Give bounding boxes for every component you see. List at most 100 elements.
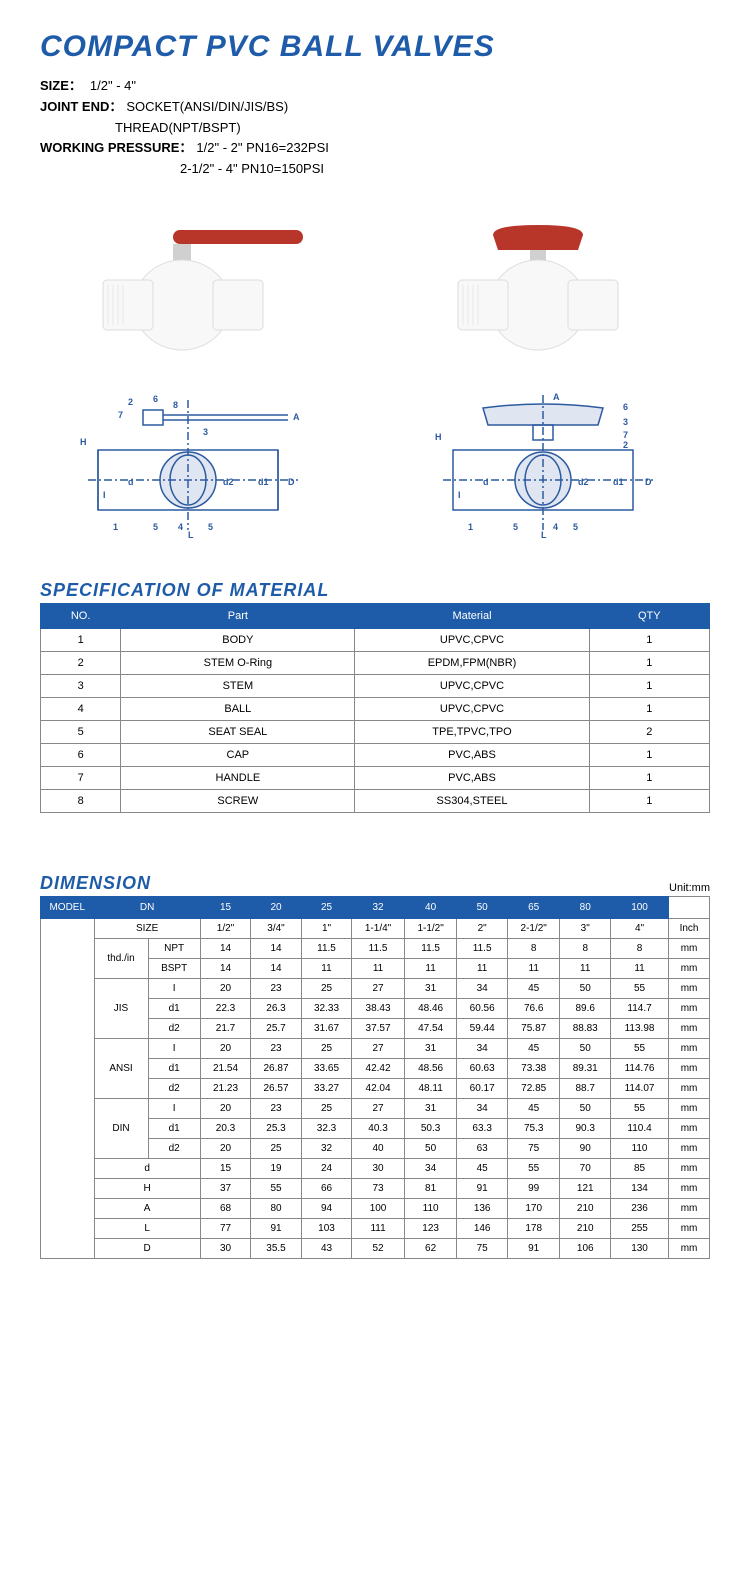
material-cell: 1 bbox=[41, 628, 121, 651]
svg-text:I: I bbox=[103, 490, 106, 500]
material-cell: 1 bbox=[589, 674, 709, 697]
material-row: 7HANDLEPVC,ABS1 bbox=[41, 766, 710, 789]
material-cell: 8 bbox=[41, 789, 121, 812]
material-row: 2STEM O-RingEPDM,FPM(NBR)1 bbox=[41, 651, 710, 674]
technical-diagrams: 268 73 HA dd2d1D I 154L5 A63 72 bbox=[40, 390, 710, 550]
dim-cell: 1-1/4" bbox=[352, 918, 405, 938]
svg-text:7: 7 bbox=[118, 410, 123, 420]
dim-cell: 91 bbox=[457, 1178, 508, 1198]
dim-cell: 80 bbox=[251, 1198, 302, 1218]
dim-cell: 110 bbox=[610, 1138, 668, 1158]
material-cell: 1 bbox=[589, 743, 709, 766]
dim-cell: 66 bbox=[301, 1178, 352, 1198]
material-cell: 2 bbox=[589, 720, 709, 743]
size-value: 1/2" - 4" bbox=[90, 76, 136, 97]
dim-cell bbox=[41, 918, 95, 1258]
dim-cell: 11 bbox=[352, 958, 405, 978]
dim-cell: mm bbox=[669, 1178, 710, 1198]
dim-cell: 60.63 bbox=[457, 1058, 508, 1078]
dim-cell: mm bbox=[669, 938, 710, 958]
dim-cell: 72.85 bbox=[507, 1078, 560, 1098]
dim-cell: 81 bbox=[404, 1178, 457, 1198]
dim-cell: 30 bbox=[200, 1238, 251, 1258]
dim-dn-value: 20 bbox=[251, 896, 302, 918]
dim-cell: 42.04 bbox=[352, 1078, 405, 1098]
dim-cell: 31 bbox=[404, 1098, 457, 1118]
dim-cell: 25 bbox=[301, 1038, 352, 1058]
dim-cell: 55 bbox=[610, 978, 668, 998]
dim-cell: 32.33 bbox=[301, 998, 352, 1018]
dim-cell: thd./in bbox=[94, 938, 148, 978]
material-cell: TPE,TPVC,TPO bbox=[355, 720, 589, 743]
dim-cell: 114.76 bbox=[610, 1058, 668, 1078]
svg-text:D: D bbox=[645, 477, 652, 487]
material-cell: STEM bbox=[121, 674, 355, 697]
dim-cell: 20 bbox=[200, 1098, 251, 1118]
material-row: 8SCREWSS304,STEEL1 bbox=[41, 789, 710, 812]
dim-cell: 123 bbox=[404, 1218, 457, 1238]
material-cell: STEM O-Ring bbox=[121, 651, 355, 674]
dim-cell: mm bbox=[669, 1238, 710, 1258]
dim-dn-value: 32 bbox=[352, 896, 405, 918]
dim-cell: mm bbox=[669, 1038, 710, 1058]
dim-cell: 14 bbox=[251, 938, 302, 958]
dim-cell: 103 bbox=[301, 1218, 352, 1238]
svg-text:1: 1 bbox=[468, 522, 473, 532]
size-label: SIZE： bbox=[40, 76, 82, 97]
material-cell: SCREW bbox=[121, 789, 355, 812]
dim-cell: 136 bbox=[457, 1198, 508, 1218]
dim-cell: 33.65 bbox=[301, 1058, 352, 1078]
dim-cell: mm bbox=[669, 958, 710, 978]
dim-cell: 14 bbox=[200, 958, 251, 978]
svg-text:A: A bbox=[293, 412, 300, 422]
material-row: 3STEMUPVC,CPVC1 bbox=[41, 674, 710, 697]
svg-text:H: H bbox=[80, 437, 87, 447]
dim-cell: 43 bbox=[301, 1238, 352, 1258]
material-title: SPECIFICATION OF MATERIAL bbox=[40, 580, 710, 601]
diagram-lever: 268 73 HA dd2d1D I 154L5 bbox=[40, 390, 355, 550]
dim-cell: I bbox=[148, 978, 200, 998]
dim-cell: 42.42 bbox=[352, 1058, 405, 1078]
dim-cell: 25 bbox=[251, 1138, 302, 1158]
dim-cell: 55 bbox=[610, 1038, 668, 1058]
dim-cell: 170 bbox=[507, 1198, 560, 1218]
material-cell: PVC,ABS bbox=[355, 743, 589, 766]
dim-cell: 75 bbox=[507, 1138, 560, 1158]
material-cell: UPVC,CPVC bbox=[355, 697, 589, 720]
dim-cell: 40 bbox=[352, 1138, 405, 1158]
dim-cell: 50.3 bbox=[404, 1118, 457, 1138]
dim-cell: 114.07 bbox=[610, 1078, 668, 1098]
svg-text:A: A bbox=[553, 392, 560, 402]
dim-cell: 60.56 bbox=[457, 998, 508, 1018]
dim-cell: 47.54 bbox=[404, 1018, 457, 1038]
dim-cell: 113.98 bbox=[610, 1018, 668, 1038]
dim-cell: 34 bbox=[404, 1158, 457, 1178]
dim-cell: d2 bbox=[148, 1018, 200, 1038]
dim-cell: 45 bbox=[507, 978, 560, 998]
dim-cell: 8 bbox=[610, 938, 668, 958]
dim-cell: 21.23 bbox=[200, 1078, 251, 1098]
dim-cell: 2-1/2" bbox=[507, 918, 560, 938]
product-lever-handle bbox=[40, 210, 355, 360]
material-cell: 1 bbox=[589, 697, 709, 720]
dim-cell: mm bbox=[669, 1098, 710, 1118]
dim-cell: I bbox=[148, 1098, 200, 1118]
product-images bbox=[40, 210, 710, 360]
material-row: 6CAPPVC,ABS1 bbox=[41, 743, 710, 766]
svg-text:2: 2 bbox=[623, 440, 628, 450]
dim-cell: 35.5 bbox=[251, 1238, 302, 1258]
dim-cell: 75 bbox=[457, 1238, 508, 1258]
dim-cell: 24 bbox=[301, 1158, 352, 1178]
dim-cell: 111 bbox=[352, 1218, 405, 1238]
dim-cell: d1 bbox=[148, 1118, 200, 1138]
dim-cell: 114.7 bbox=[610, 998, 668, 1018]
dim-cell: 27 bbox=[352, 1038, 405, 1058]
dim-cell: 70 bbox=[560, 1158, 611, 1178]
dim-cell: 11.5 bbox=[301, 938, 352, 958]
dim-dn-value: 40 bbox=[404, 896, 457, 918]
dim-cell: 88.83 bbox=[560, 1018, 611, 1038]
dim-cell: 99 bbox=[507, 1178, 560, 1198]
svg-text:6: 6 bbox=[623, 402, 628, 412]
dim-cell: 110 bbox=[404, 1198, 457, 1218]
dim-cell: 21.7 bbox=[200, 1018, 251, 1038]
